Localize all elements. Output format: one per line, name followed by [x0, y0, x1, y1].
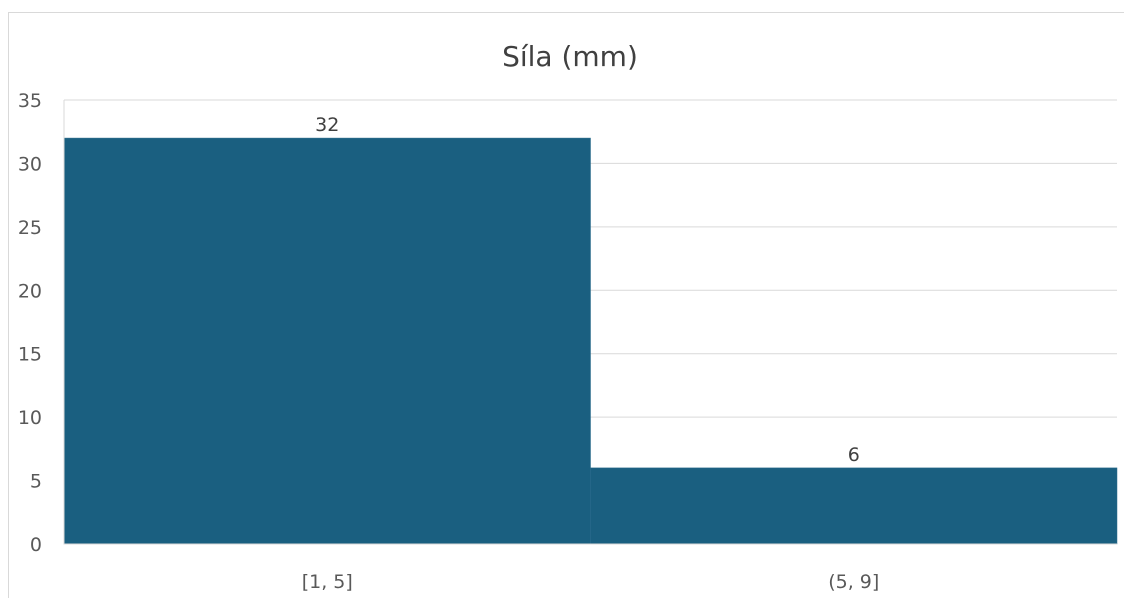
axes: [63, 100, 1117, 545]
y-tick-label: 25: [18, 217, 42, 239]
chart-title: Síla (mm): [502, 40, 638, 73]
bar: [63, 137, 591, 545]
x-tick-label: (5, 9]: [828, 571, 879, 593]
y-tick-label: 5: [30, 471, 42, 493]
y-tick-label: 0: [30, 534, 42, 556]
y-tick-label: 10: [18, 407, 42, 429]
bar: [590, 467, 1118, 545]
chart-frame: [8, 12, 1124, 598]
y-tick-label: 30: [18, 153, 42, 175]
bars: [63, 137, 1118, 545]
y-tick-label: 35: [18, 90, 42, 112]
labels: 0 5 10 15 20 25 30 35 32 [1, 5] 6 (5, 9]: [18, 90, 879, 593]
y-tick-label: 20: [18, 280, 42, 302]
data-label: 32: [315, 114, 339, 136]
data-label: 6: [848, 444, 860, 466]
y-tick-label: 15: [18, 344, 42, 366]
x-tick-label: [1, 5]: [302, 571, 353, 593]
